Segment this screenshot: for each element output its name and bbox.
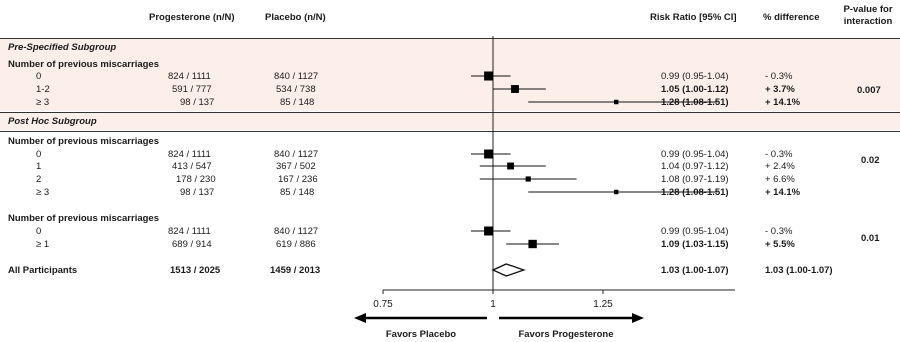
row-percent: - 0.3% — [765, 149, 793, 160]
header-pvalue-line1: P-value for — [843, 4, 893, 15]
row-label: 0 — [36, 71, 42, 82]
row-percent: - 0.3% — [765, 226, 793, 237]
row-label: ≥ 3 — [36, 187, 50, 198]
row-percent: + 6.6% — [765, 174, 795, 185]
row-placebo: 619 / 886 — [276, 239, 316, 250]
row-progesterone: 824 / 1111 — [168, 71, 211, 82]
row-risk-ratio: 1.05 (1.00-1.12) — [661, 84, 729, 95]
row-placebo: 167 / 236 — [278, 174, 318, 185]
group-label-posthoc-1: Number of previous miscarriages — [8, 136, 159, 147]
row-progesterone: 824 / 1111 — [168, 149, 211, 160]
overall-placebo: 1459 / 2013 — [270, 265, 321, 276]
prespecified-band — [0, 39, 900, 111]
row-progesterone: 178 / 230 — [176, 174, 216, 185]
row-risk-ratio: 0.99 (0.95-1.04) — [661, 71, 729, 82]
x-tick-label: 1.25 — [593, 299, 613, 310]
header-percent-difference: % difference — [763, 12, 820, 23]
point-estimate-square — [613, 99, 619, 105]
header-rule — [0, 38, 900, 39]
row-placebo: 840 / 1127 — [274, 71, 319, 82]
header-progesterone: Progesterone (n/N) — [149, 12, 235, 23]
pvalue-posthoc-1: 0.02 — [861, 155, 880, 166]
row-placebo: 840 / 1127 — [274, 226, 319, 237]
row-progesterone: 689 / 914 — [172, 239, 212, 250]
header-placebo: Placebo (n/N) — [265, 12, 326, 23]
overall-percent: 1.03 (1.00-1.07) — [765, 265, 833, 276]
row-risk-ratio: 0.99 (0.95-1.04) — [661, 226, 729, 237]
overall-progesterone: 1513 / 2025 — [170, 265, 221, 276]
row-placebo: 367 / 502 — [276, 161, 316, 172]
favors-placebo-label: Favors Placebo — [386, 329, 456, 340]
section-posthoc: Post Hoc Subgroup — [8, 116, 97, 127]
row-progesterone: 591 / 777 — [172, 84, 212, 95]
x-tick-label: 1 — [490, 299, 496, 310]
overall-risk-ratio: 1.03 (1.00-1.07) — [661, 265, 729, 276]
row-progesterone: 824 / 1111 — [168, 226, 211, 237]
group-label-posthoc-2: Number of previous miscarriages — [8, 213, 159, 224]
point-estimate-square — [484, 226, 494, 236]
row-percent: + 14.1% — [765, 97, 801, 108]
overall-diamond — [491, 263, 526, 277]
posthoc-band — [0, 113, 900, 130]
arrow-left-head — [354, 313, 366, 323]
point-estimate-square — [507, 162, 515, 170]
row-percent: + 2.4% — [765, 161, 795, 172]
arrow-right-head — [632, 313, 644, 323]
row-risk-ratio: 1.09 (1.03-1.15) — [661, 239, 729, 250]
row-percent: + 5.5% — [765, 239, 795, 250]
row-placebo: 85 / 148 — [280, 97, 315, 108]
group-label-prespecified: Number of previous miscarriages — [8, 59, 159, 70]
row-percent: - 0.3% — [765, 71, 793, 82]
header-pvalue-line2: interaction — [843, 16, 893, 27]
row-percent: + 14.1% — [765, 187, 801, 198]
prespecified-rule — [0, 112, 900, 113]
row-label: 1 — [36, 161, 42, 172]
row-placebo: 85 / 148 — [280, 187, 315, 198]
point-estimate-square — [525, 176, 531, 182]
row-percent: + 3.7% — [765, 84, 795, 95]
row-label: 1-2 — [36, 84, 50, 95]
favors-progesterone-label: Favors Progesterone — [518, 329, 613, 340]
row-label: 0 — [36, 149, 42, 160]
row-risk-ratio: 1.08 (0.97-1.19) — [661, 174, 729, 185]
header-pvalue: P-value for interaction — [838, 4, 898, 28]
row-label: 2 — [36, 174, 42, 185]
row-progesterone: 98 / 137 — [180, 97, 215, 108]
point-estimate-square — [511, 85, 519, 93]
row-progesterone: 413 / 547 — [172, 161, 212, 172]
pvalue-prespecified: 0.007 — [857, 85, 881, 96]
section-prespecified: Pre-Specified Subgroup — [8, 42, 117, 53]
row-progesterone: 98 / 137 — [180, 187, 215, 198]
header-risk-ratio: Risk Ratio [95% CI] — [650, 12, 737, 23]
x-tick-label: 0.75 — [373, 299, 393, 310]
point-estimate-square — [484, 149, 494, 159]
row-risk-ratio: 1.04 (0.97-1.12) — [661, 161, 729, 172]
row-label: ≥ 3 — [36, 97, 50, 108]
pvalue-posthoc-2: 0.01 — [861, 233, 880, 244]
row-risk-ratio: 0.99 (0.95-1.04) — [661, 149, 729, 160]
overall-label: All Participants — [8, 265, 78, 276]
point-estimate-square — [613, 189, 619, 195]
row-placebo: 840 / 1127 — [274, 149, 319, 160]
row-placebo: 534 / 738 — [276, 84, 316, 95]
point-estimate-square — [528, 239, 537, 249]
point-estimate-square — [484, 71, 494, 81]
row-label: ≥ 1 — [36, 239, 50, 250]
posthoc-rule — [0, 131, 900, 132]
row-label: 0 — [36, 226, 42, 237]
